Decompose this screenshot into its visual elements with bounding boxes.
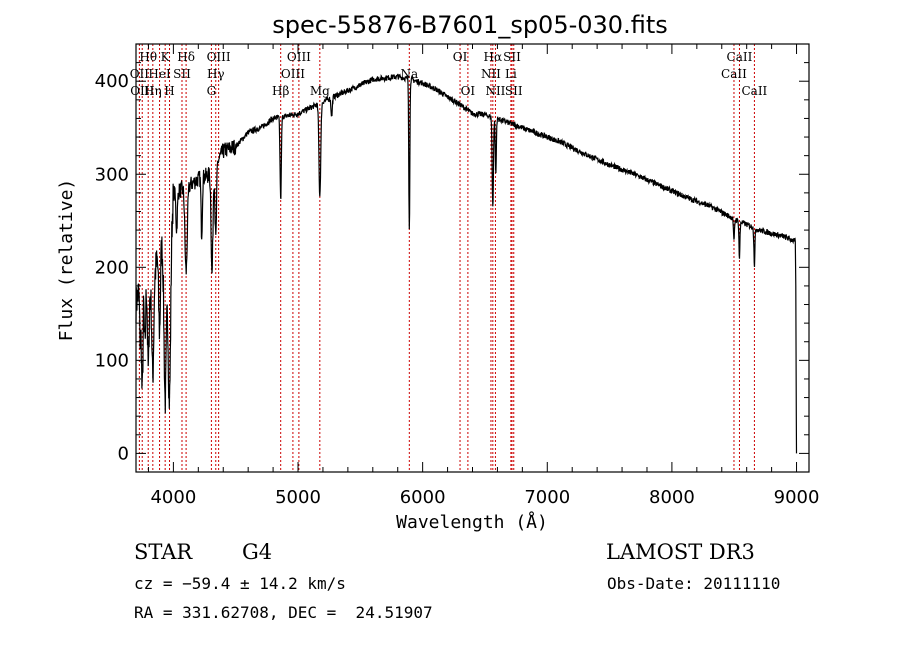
chart-title: spec-55876-B7601_sp05-030.fits — [272, 11, 667, 39]
x-axis-label: Wavelength (Å) — [396, 511, 548, 533]
y-tick-label: 300 — [95, 164, 129, 185]
x-tick-label: 7000 — [524, 487, 570, 508]
object-subclass: G4 — [242, 540, 273, 564]
spectral-line-label: H — [164, 84, 174, 98]
spectral-line-label: OIII — [281, 67, 305, 81]
spectrum-series-line — [135, 73, 798, 454]
sky-coordinates: RA = 331.62708, DEC = 24.51907 — [134, 603, 433, 622]
spectral-line-label: CaII — [741, 84, 767, 98]
spectral-line-label: Hη — [144, 84, 162, 98]
y-axis-label: Flux (relative) — [56, 179, 77, 342]
spectral-line-label: Li — [505, 67, 517, 81]
observation-date: Obs-Date: 20111110 — [607, 574, 781, 593]
survey-name: LAMOST DR3 — [606, 540, 755, 564]
spectral-line-label: OI — [453, 50, 468, 64]
spectral-line-label: OI — [461, 84, 476, 98]
spectral-line-label: OII — [130, 67, 150, 81]
object-class: STAR — [134, 540, 193, 564]
spectral-line-label: Hθ — [139, 50, 157, 64]
spectral-line-label: CaII — [721, 67, 747, 81]
spectral-line-label: Hγ — [207, 67, 225, 81]
y-tick-label: 400 — [95, 71, 129, 92]
redshift-value: cz = −59.4 ± 14.2 km/s — [134, 574, 346, 593]
y-tick-label: 0 — [118, 443, 129, 464]
x-tick-label: 4000 — [150, 487, 196, 508]
x-tick-label: 5000 — [275, 487, 321, 508]
spectral-line-label: Hβ — [272, 84, 289, 98]
spectral-line-label: Hδ — [177, 50, 195, 64]
spectral-line-label: HeI — [148, 67, 171, 81]
x-tick-label: 9000 — [774, 487, 820, 508]
spectral-line-label: OIII — [287, 50, 311, 64]
spectral-line-markers — [138, 44, 755, 472]
plot-frame — [135, 43, 810, 473]
x-tick-label: 6000 — [400, 487, 446, 508]
y-axis: 0 100 200 300 400 — [95, 43, 809, 473]
spectral-line-label: NII — [485, 84, 505, 98]
spectral-line-label: OIII — [207, 50, 231, 64]
spectral-line-label: SII — [173, 67, 191, 81]
spectral-line-label: K — [161, 50, 171, 64]
spectral-line-label: NII — [481, 67, 501, 81]
y-tick-label: 100 — [95, 350, 129, 371]
spectral-line-label: CaII — [727, 50, 753, 64]
x-tick-label: 8000 — [649, 487, 695, 508]
spectral-line-label: Mg — [310, 84, 330, 98]
y-tick-label: 200 — [95, 257, 129, 278]
x-axis: 4000 5000 6000 7000 8000 9000 — [147, 44, 820, 508]
spectral-line-label: SII — [503, 50, 521, 64]
spectral-line-label: SII — [505, 84, 523, 98]
spectral-line-label: Hα — [484, 50, 503, 64]
spectral-line-label: G — [207, 84, 217, 98]
